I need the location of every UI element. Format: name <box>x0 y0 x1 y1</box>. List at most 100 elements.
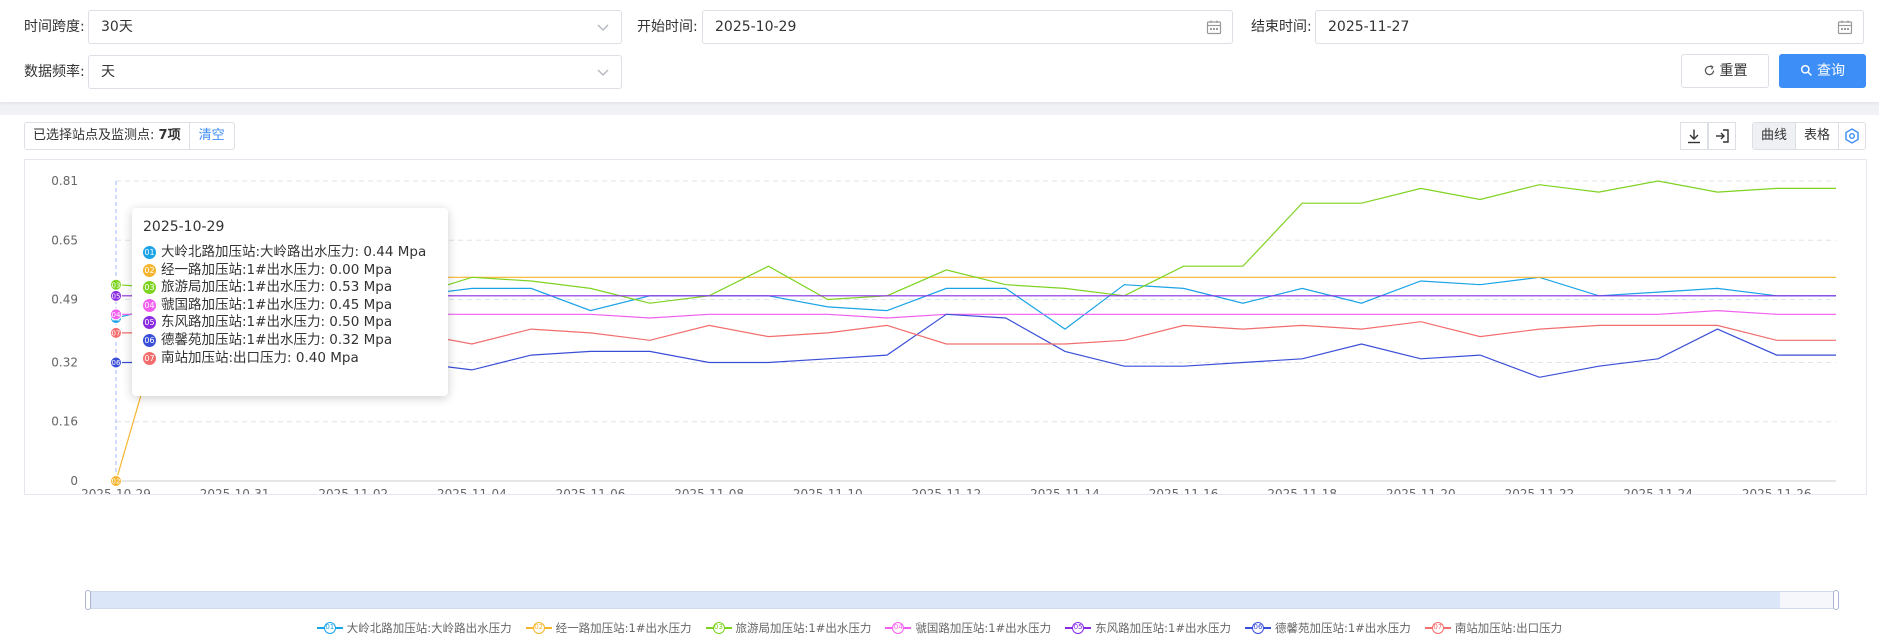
x-tick-label: 2025-11-24 <box>1623 487 1693 494</box>
x-tick-label: 2025-11-20 <box>1386 487 1456 494</box>
hover-point-number: 06 <box>112 359 121 367</box>
x-tick-label: 2025-11-08 <box>674 487 744 494</box>
x-tick-label: 2025-11-04 <box>437 487 507 494</box>
search-icon <box>1800 64 1812 76</box>
legend-marker-icon: 01 <box>316 622 343 634</box>
legend-label: 旅游局加压站:1#出水压力 <box>735 621 872 635</box>
download-button[interactable] <box>1680 122 1708 150</box>
query-button-label: 查询 <box>1817 63 1845 79</box>
tooltip-row: 04 虢国路加压站:1#出水压力: 0.45 Mpa <box>143 296 392 314</box>
selection-label: 已选择站点及监测点: <box>33 128 155 143</box>
legend-marker-icon: 05 <box>1065 622 1092 634</box>
legend-marker-icon: 03 <box>705 622 732 634</box>
series-marker-icon: 04 <box>143 298 156 312</box>
tooltip-row: 05 东风路加压站:1#出水压力: 0.50 Mpa <box>143 313 392 331</box>
legend-marker-icon: 02 <box>525 622 552 634</box>
end-time-input[interactable]: 2025-11-27 <box>1315 10 1864 44</box>
view-switch: 曲线 表格 <box>1752 122 1867 150</box>
frequency-select[interactable]: 天 <box>88 55 622 89</box>
legend-item[interactable]: 02 经一路加压站:1#出水压力 <box>525 618 692 638</box>
hover-point-marker <box>110 289 122 302</box>
chevron-down-icon <box>597 69 609 76</box>
y-tick-label: 0 <box>70 474 78 488</box>
hover-point-marker <box>110 326 122 339</box>
selection-summary-text: 已选择站点及监测点: 7项 <box>25 123 189 149</box>
legend-label: 经一路加压站:1#出水压力 <box>555 621 692 635</box>
tooltip-row: 03 旅游局加压站:1#出水压力: 0.53 Mpa <box>143 278 392 296</box>
start-time-label: 开始时间: <box>637 19 698 35</box>
tooltip-row: 06 德馨苑加压站:1#出水压力: 0.32 Mpa <box>143 331 392 349</box>
hover-point-number: 02 <box>112 478 121 486</box>
legend-label: 南站加压站:出口压力 <box>1454 621 1563 635</box>
legend-label: 德馨苑加压站:1#出水压力 <box>1274 621 1411 635</box>
tooltip-row: 07 南站加压站:出口压力: 0.40 Mpa <box>143 349 359 367</box>
hover-point-marker <box>110 356 122 369</box>
reset-button[interactable]: 重置 <box>1681 54 1769 88</box>
legend-item[interactable]: 06 德馨苑加压站:1#出水压力 <box>1244 618 1411 638</box>
chevron-down-icon <box>597 24 609 31</box>
series-marker-icon: 05 <box>143 316 156 330</box>
zoom-handle-start[interactable] <box>85 590 91 610</box>
tab-table[interactable]: 表格 <box>1795 123 1838 149</box>
tooltip-row-text: 南站加压站:出口压力: 0.40 Mpa <box>161 349 359 366</box>
y-tick-label: 0.65 <box>51 233 78 247</box>
export-icon <box>1716 129 1729 143</box>
download-icon <box>1688 129 1700 144</box>
legend-label: 虢国路加压站:1#出水压力 <box>915 621 1052 635</box>
x-tick-label: 2025-11-14 <box>1030 487 1100 494</box>
frequency-label: 数据频率: <box>24 64 85 80</box>
span-select[interactable]: 30天 <box>88 10 622 44</box>
clear-selection-button[interactable]: 清空 <box>188 123 234 149</box>
start-time-input[interactable]: 2025-10-29 <box>702 10 1233 44</box>
tooltip-date: 2025-10-29 <box>143 219 225 235</box>
zoom-handle-end[interactable] <box>1833 590 1839 610</box>
x-tick-label: 2025-11-26 <box>1742 487 1812 494</box>
legend-item[interactable]: 03 旅游局加压站:1#出水压力 <box>705 618 872 638</box>
legend-marker-icon: 07 <box>1424 622 1451 634</box>
calendar-icon <box>1206 20 1222 35</box>
selection-summary: 已选择站点及监测点: 7项 清空 <box>24 122 235 150</box>
series-marker-icon: 07 <box>143 351 156 365</box>
tooltip-row: 02 经一路加压站:1#出水压力: 0.00 Mpa <box>143 261 392 279</box>
legend-item[interactable]: 04 虢国路加压站:1#出水压力 <box>885 618 1051 638</box>
hover-point-number: 07 <box>112 329 121 337</box>
tooltip-row-text: 经一路加压站:1#出水压力: 0.00 Mpa <box>161 261 393 278</box>
span-label: 时间跨度: <box>24 19 85 35</box>
y-tick-label: 0.81 <box>51 174 78 188</box>
series-marker-icon: 06 <box>143 334 156 347</box>
chart-legend: 01 大岭北路加压站:大岭路出水压力 02 经一路加压站:1#出水压力 03 旅游局加压站… <box>0 618 1879 638</box>
filter-panel: 时间跨度: 30天 开始时间: 2025-10-29 结束时间: 2025-11… <box>0 0 1879 103</box>
series-marker-icon: 02 <box>143 263 156 277</box>
legend-item[interactable]: 07 南站加压站:出口压力 <box>1424 618 1563 638</box>
export-button[interactable] <box>1708 122 1736 150</box>
tab-curve[interactable]: 曲线 <box>1753 123 1796 149</box>
series-marker-icon: 03 <box>143 281 156 295</box>
start-time-value: 2025-10-29 <box>715 19 797 35</box>
x-tick-label: 2025-11-16 <box>1149 487 1219 494</box>
tooltip-row-text: 大岭北路加压站:大岭路出水压力: 0.44 Mpa <box>161 244 427 260</box>
legend-item[interactable]: 01 大岭北路加压站:大岭路出水压力 <box>316 618 512 638</box>
frequency-value: 天 <box>101 64 115 80</box>
legend-item[interactable]: 05 东风路加压站:1#出水压力 <box>1065 618 1231 638</box>
x-tick-label: 2025-11-02 <box>318 487 388 494</box>
hover-point-marker <box>110 308 122 321</box>
tooltip-row: 01 大岭北路加压站:大岭路出水压力: 0.44 Mpa <box>143 243 426 261</box>
x-tick-label: 2025-11-10 <box>793 487 863 494</box>
series-marker-icon: 01 <box>143 246 156 259</box>
tooltip-row-text: 东风路加压站:1#出水压力: 0.50 Mpa <box>161 314 393 331</box>
y-tick-label: 0.16 <box>51 415 78 429</box>
query-button[interactable]: 查询 <box>1779 54 1866 88</box>
y-tick-label: 0.49 <box>51 293 78 307</box>
chart-tooltip: 2025-10-29 01 大岭北路加压站:大岭路出水压力: 0.44 Mpa 02… <box>132 208 448 396</box>
end-time-label: 结束时间: <box>1251 19 1312 35</box>
settings-button[interactable] <box>1838 123 1865 149</box>
tooltip-row-text: 虢国路加压站:1#出水压力: 0.45 Mpa <box>161 296 393 313</box>
tooltip-row-text: 旅游局加压站:1#出水压力: 0.53 Mpa <box>161 279 393 296</box>
zoom-range-fill <box>90 592 1780 608</box>
x-tick-label: 2025-11-12 <box>911 487 981 494</box>
hover-point-number: 03 <box>112 281 121 289</box>
x-tick-label: 2025-11-22 <box>1505 487 1575 494</box>
y-tick-label: 0.32 <box>51 355 78 369</box>
hover-point-marker <box>110 475 122 487</box>
data-zoom-slider[interactable] <box>85 590 1839 610</box>
